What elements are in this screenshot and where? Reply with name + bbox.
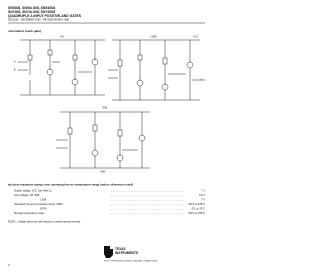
label: Y	[200, 79, 202, 82]
transistor	[186, 61, 194, 69]
background	[0, 0, 213, 275]
resistor	[137, 54, 143, 61]
transistor	[116, 154, 124, 162]
resistor	[67, 127, 73, 135]
transistor	[138, 134, 146, 142]
wire	[18, 39, 105, 96]
rating-value: –55°C to 125°C	[188, 203, 206, 206]
wire	[108, 39, 205, 101]
schematic: 'S08 GND	[56, 106, 150, 174]
transistor	[161, 83, 169, 91]
page-number: 2	[8, 263, 10, 267]
label: GND	[100, 171, 106, 174]
rating-label: Supply voltage, VCC (see Note 1)	[14, 190, 52, 193]
transistor	[91, 149, 99, 157]
resistor	[72, 54, 78, 61]
rating-label: Operating free-air temperature range: SN…	[14, 203, 63, 206]
doc-code: SDLS033 – DECEMBER 1983 – REVISED MARCH …	[8, 19, 70, 22]
resistor	[27, 54, 33, 61]
rating-label: SN74'	[40, 208, 47, 211]
resistor	[47, 49, 53, 56]
rating-label: Storage temperature range	[14, 212, 45, 215]
transistor	[91, 58, 99, 66]
label: B	[14, 69, 16, 72]
note: NOTE 1: Voltage values are with respect …	[8, 221, 81, 224]
brand: TEXAS	[115, 247, 126, 251]
label: VCC	[193, 36, 198, 39]
label: 'S08	[102, 106, 108, 110]
label: A	[14, 61, 16, 64]
rating-value: 7 V	[201, 199, 205, 202]
resistor	[162, 57, 168, 65]
section-title: schematics (each gate)	[8, 29, 41, 33]
rating-label: Input voltage: '08, 'S08	[14, 194, 40, 197]
address: POST OFFICE BOX 655303 • DALLAS, TEXAS 7…	[104, 260, 158, 263]
transistor	[136, 79, 144, 87]
schematic: '08 A B	[14, 35, 105, 96]
transistor	[46, 68, 54, 76]
rating-value: 0°C to 70°C	[192, 208, 205, 211]
resistor	[117, 59, 123, 67]
label: 'LS08	[150, 35, 157, 39]
page: SN5408, SN54LS08, SN54S08 SN7408, SN74LS…	[0, 0, 213, 275]
header-line: SN5408, SN54LS08, SN54S08	[8, 6, 55, 10]
wire	[56, 111, 150, 169]
label: '08	[60, 35, 64, 39]
transistor	[71, 78, 79, 86]
rating-value: 7 V	[201, 190, 205, 193]
header-line: SN7408, SN74LS08, SN74S08	[8, 10, 55, 14]
resistor	[117, 129, 123, 137]
schematic: 'LS08 VCC Y	[108, 35, 205, 101]
ratings-title: absolute maximum ratings over operating …	[8, 183, 133, 187]
ratings-table: Supply voltage, VCC (see Note 1) 7 V Input…	[14, 190, 205, 216]
header-title: QUADRUPLE 2-INPUT POSITIVE-AND GATES	[8, 14, 82, 18]
rating-value: –65°C to 150°C	[188, 212, 206, 215]
brand: INSTRUMENTS	[115, 251, 138, 255]
resistor	[92, 124, 98, 132]
rating-value: 5.5 V	[199, 194, 205, 197]
ti-logo	[104, 246, 113, 258]
rating-label: 'LS08	[40, 199, 47, 202]
